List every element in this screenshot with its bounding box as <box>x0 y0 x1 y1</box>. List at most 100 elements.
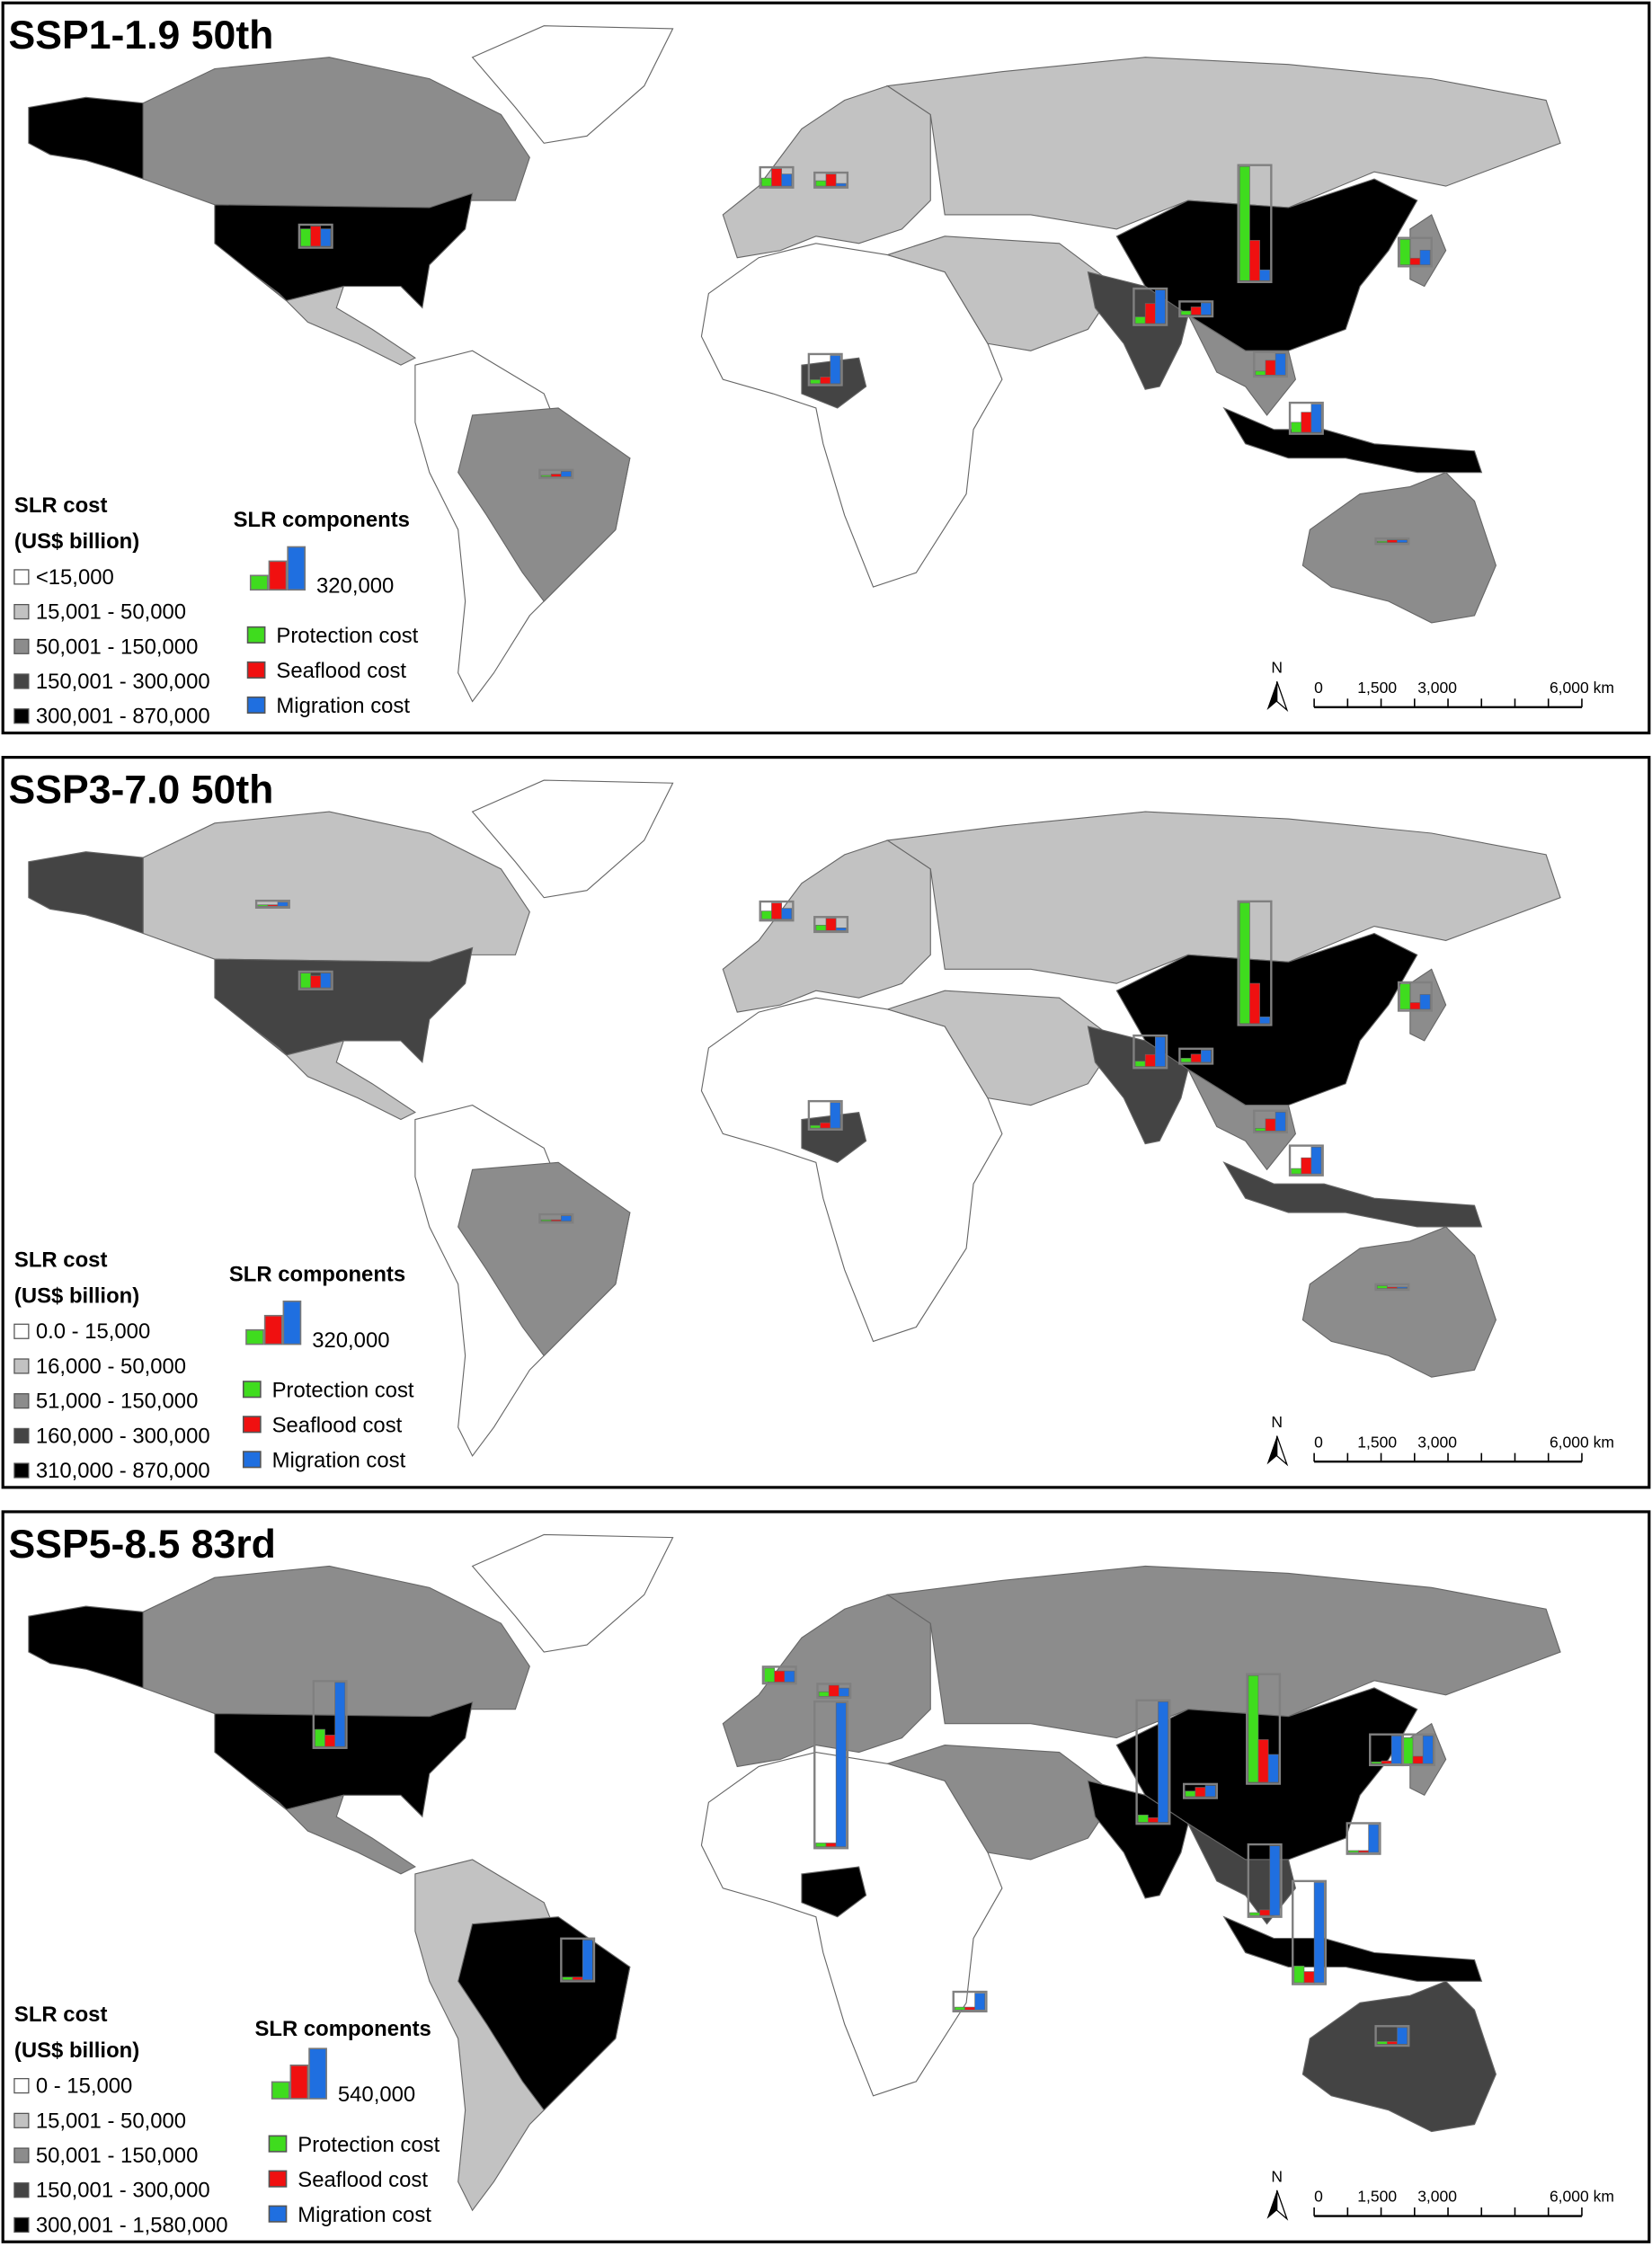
bar-frame <box>298 970 333 990</box>
region <box>471 25 674 144</box>
bar-frame <box>1288 1144 1324 1177</box>
north-label: N <box>1271 659 1283 677</box>
panel-title: SSP1-1.9 50th <box>9 13 274 58</box>
region <box>142 811 530 963</box>
cost-bar <box>1303 1971 1315 1984</box>
component-label: Protection cost <box>272 1379 414 1403</box>
cost-bar <box>1144 303 1156 324</box>
bar-frame <box>538 1212 574 1224</box>
cost-bar <box>1180 310 1192 315</box>
legend-label: 51,000 - 150,000 <box>36 1390 199 1414</box>
bar-frame <box>1253 351 1289 378</box>
cost-bar <box>1390 1735 1402 1764</box>
bar-frame <box>1397 981 1433 1012</box>
cost-bar <box>815 925 827 931</box>
region <box>885 1565 1561 1739</box>
cost-bar <box>764 1667 775 1683</box>
cost-bar <box>810 1124 821 1129</box>
cost-bar <box>1148 1817 1159 1823</box>
bar-frame <box>1374 2025 1410 2047</box>
legend-swatch <box>13 2182 30 2198</box>
cost-bar <box>257 904 269 907</box>
bar-frame <box>1253 1109 1289 1134</box>
bar-frame <box>1346 1822 1381 1855</box>
bar-frame <box>816 1683 852 1700</box>
bar-frame <box>807 352 843 386</box>
legend-swatch <box>13 1393 30 1409</box>
legend-swatch <box>13 2078 30 2094</box>
legend-title: (US$ billion) <box>14 2038 139 2063</box>
cost-bar <box>561 1215 572 1221</box>
cost-bar <box>1409 1002 1421 1010</box>
cost-bar <box>784 1670 795 1683</box>
map-panel: SSP3-7.0 50th SLR cost (US$ billion) 0.0 - … <box>1 755 1651 1489</box>
region <box>214 946 474 1063</box>
legend-label: 150,001 - 300,000 <box>36 670 210 694</box>
legend-swatch <box>13 2112 30 2128</box>
cost-bar <box>1249 1912 1260 1916</box>
cost-bar <box>1195 1787 1206 1798</box>
region <box>28 1605 144 1689</box>
cost-bar <box>300 228 311 247</box>
legend-title: SLR cost <box>14 1248 108 1273</box>
bar-frame <box>1369 1733 1405 1767</box>
cost-bar <box>582 1940 593 1981</box>
cost-bar <box>334 1682 346 1747</box>
region <box>214 192 474 309</box>
scale-label: 540,000 <box>338 2083 415 2107</box>
region <box>1222 1161 1483 1228</box>
legend-label: 50,001 - 150,000 <box>36 2144 199 2168</box>
component-swatch <box>242 1381 262 1399</box>
cost-bar <box>550 1219 562 1221</box>
region <box>885 57 1561 230</box>
component-swatch <box>246 661 266 679</box>
region <box>1186 313 1297 416</box>
cost-bar <box>1185 1790 1196 1798</box>
bar-frame <box>1178 300 1214 318</box>
cost-bar <box>761 910 772 919</box>
cost-bar <box>1144 1053 1156 1067</box>
cost-bar <box>830 1102 841 1129</box>
region <box>142 1565 530 1718</box>
region <box>142 57 530 209</box>
cost-bar <box>267 904 279 907</box>
cost-bar <box>1257 1739 1269 1783</box>
cost-bar <box>1387 539 1398 543</box>
cost-bar <box>1419 994 1431 1010</box>
region <box>28 851 144 935</box>
region <box>471 1533 674 1653</box>
cost-bar <box>1158 1701 1168 1823</box>
bar-frame <box>813 916 849 934</box>
component-label: Protection cost <box>298 2133 440 2157</box>
legend-bar <box>282 1301 302 1346</box>
legend-label: 15,001 - 50,000 <box>36 600 186 625</box>
scale-bar-label: 0 <box>1314 1433 1323 1451</box>
scale-bar-label: 0 <box>1314 679 1323 697</box>
region <box>457 407 631 602</box>
cost-bar <box>1134 316 1146 324</box>
cost-bar <box>771 168 782 187</box>
cost-bar <box>1293 1966 1305 1984</box>
north-label: N <box>1271 2167 1283 2185</box>
component-label: Seaflood cost <box>272 1414 403 1438</box>
cost-bar <box>825 918 837 931</box>
cost-bar <box>1310 404 1322 433</box>
cost-bar <box>1376 2041 1388 2045</box>
cost-bar <box>1409 257 1421 266</box>
scale-bar-label: 3,000 <box>1417 1433 1457 1451</box>
cost-bar <box>820 1122 831 1129</box>
bar-frame <box>312 1680 348 1749</box>
north-arrow <box>1276 1435 1289 1467</box>
bar-frame <box>1374 1283 1410 1292</box>
legend-label: 16,000 - 50,000 <box>36 1354 186 1379</box>
cost-bar <box>572 1976 583 1981</box>
cost-bar <box>1291 1168 1302 1175</box>
legend-title: (US$ billion) <box>14 1283 139 1308</box>
bar-frame <box>1178 1047 1214 1065</box>
bar-frame <box>813 171 849 189</box>
cost-bar <box>1275 1112 1286 1132</box>
scale-bar-label: 1,500 <box>1357 2188 1397 2206</box>
components-title: SLR components <box>234 508 410 532</box>
bar-frame <box>538 468 574 480</box>
cost-bar <box>1204 1785 1216 1798</box>
